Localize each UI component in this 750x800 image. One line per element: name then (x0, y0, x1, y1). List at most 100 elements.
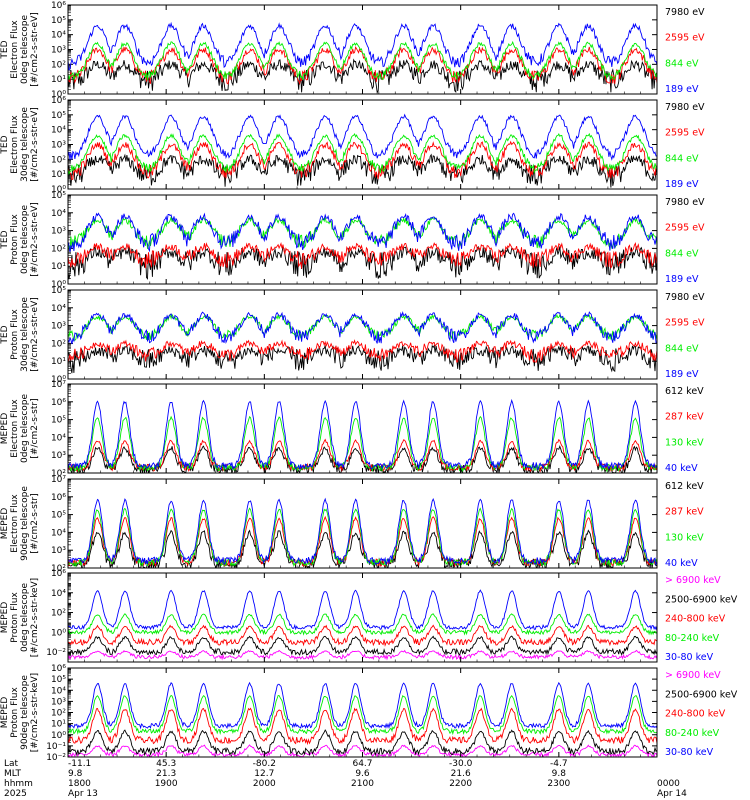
legend-entry: 7980 eV (665, 292, 705, 303)
series-line-blue (68, 113, 657, 161)
series-line-black (68, 58, 657, 94)
legend-entry: 844 eV (665, 58, 699, 69)
y-tick-label: 10² (51, 155, 66, 165)
series-line-green (68, 694, 657, 736)
panel-frame (67, 99, 658, 190)
y-tick-label: 10² (51, 469, 66, 479)
legend-entry: 40 keV (665, 463, 698, 474)
y-tick-label: 10³ (51, 697, 66, 707)
y-tick-label: 10⁵ (51, 286, 66, 296)
time-axis-mlt-value: 21.3 (156, 769, 176, 779)
series-group (68, 21, 657, 94)
y-axis-label-line: Proton Flux (10, 214, 20, 265)
legend-entry: 2595 eV (665, 223, 705, 234)
time-axis-lat-value: -11.1 (68, 759, 91, 769)
y-axis-label-line: TED (0, 135, 10, 154)
y-axis-label: TEDElectron Flux0deg telescope[#/cm2-s-s… (0, 12, 40, 87)
legend-entry: 80-240 keV (665, 633, 720, 644)
time-axis-mlt-value: 9.8 (68, 769, 83, 779)
y-axis-label-line: Proton Flux (10, 592, 20, 643)
series-line-green (68, 40, 657, 81)
y-tick-label: 10⁵ (51, 111, 66, 121)
y-axis-label-line: 30deg telescope (20, 107, 30, 182)
legend-entry: 240-800 keV (665, 614, 726, 625)
y-axis-label-line: 90deg telescope (20, 675, 30, 750)
y-axis-label-line: [#/cm2-s-str-keV] (30, 673, 40, 752)
y-tick-label: 10⁰ (51, 185, 66, 195)
series-line-green (68, 613, 657, 636)
series-group (68, 212, 657, 280)
y-axis-label-line: [#/cm2-s-str-eV] (30, 202, 40, 277)
y-tick-label: 10⁰ (51, 731, 66, 741)
legend-entry: 844 eV (665, 343, 699, 354)
series-line-red (68, 339, 657, 363)
y-tick-label: 10² (51, 339, 66, 349)
legend-entry: 30-80 keV (665, 747, 714, 758)
legend-entry: 2500-6900 keV (665, 594, 738, 605)
y-axis-label-line: TED (0, 40, 10, 59)
y-tick-label: 10¹ (51, 357, 66, 367)
legend-entry: 2595 eV (665, 128, 705, 139)
y-tick-label: 10² (51, 709, 66, 719)
y-tick-label: 10³ (51, 141, 66, 151)
y-axis-label-line: MEPED (0, 508, 10, 540)
time-axis-date-value: Apr 14 (657, 789, 687, 799)
y-axis-label-line: 30deg telescope (20, 297, 30, 372)
series-line-red (68, 242, 657, 269)
y-axis-label-line: Electron Flux (10, 115, 20, 174)
legend-entry: 2500-6900 keV (665, 689, 738, 700)
y-tick-label: 10⁷ (51, 380, 66, 390)
y-axis-label: MEPEDElectron Flux90deg telescope[#/cm2-… (0, 486, 40, 561)
legend-entry: > 6900 keV (665, 670, 721, 681)
y-tick-label: 10⁻¹ (46, 742, 66, 752)
y-tick-label: 10⁻² (46, 753, 66, 763)
time-axis-hhmm-value: 2100 (351, 779, 374, 789)
y-tick-label: 10³ (51, 451, 66, 461)
y-axis-label-line: 0deg telescope (20, 205, 30, 275)
series-line-red (68, 624, 657, 647)
y-tick-label: 10⁰ (51, 280, 66, 290)
y-tick-label: 10¹ (51, 720, 66, 730)
legend-entry: 189 eV (665, 84, 699, 95)
y-tick-label: 10⁴ (51, 209, 66, 219)
time-axis-hhmm-value: 1800 (68, 779, 91, 789)
y-tick-label: 10² (51, 244, 66, 254)
series-group (68, 113, 657, 188)
legend-entry: 612 keV (665, 386, 704, 397)
series-line-red (68, 438, 657, 473)
y-axis-label-line: 90deg telescope (20, 486, 30, 561)
series-line-green (68, 415, 657, 473)
y-tick-label: 10² (51, 609, 66, 619)
series-line-blue (68, 398, 657, 471)
series-line-green (68, 132, 657, 176)
time-axis-date-value: Apr 13 (68, 789, 98, 799)
legend-entry: 189 eV (665, 369, 699, 380)
legend-entry: 287 keV (665, 412, 704, 423)
y-tick-label: 10⁻² (46, 648, 66, 658)
flux-panel-2: 10⁰ 10¹ 10² 10³ 10⁴ 10⁵ 10⁶ TEDElectron Flux30d… (0, 96, 705, 195)
flux-panel-3: 10⁰ 10¹ 10² 10³ 10⁴ 10⁵ TEDProton Flux0deg tel… (0, 191, 705, 290)
flux-panel-5: 10² 10³ 10⁴ 10⁵ 10⁶ 10⁷ MEPEDElectron Flux0deg… (0, 380, 704, 479)
y-tick-label: 10⁴ (51, 126, 66, 136)
y-tick-label: 10⁶ (51, 569, 66, 579)
y-axis-label-line: MEPED (0, 413, 10, 445)
time-axis-mlt-value: 9.8 (552, 769, 567, 779)
series-line-blue (68, 589, 657, 631)
y-tick-label: 10⁶ (51, 398, 66, 408)
series-line-black (68, 729, 657, 757)
y-axis-label-line: [#/cm2-s-str-eV] (30, 107, 40, 182)
y-tick-label: 10⁰ (51, 90, 66, 100)
legend-entry: 7980 eV (665, 7, 705, 18)
legend-entry: 30-80 keV (665, 652, 714, 663)
time-axis-lat-value: -30.0 (449, 759, 473, 769)
series-line-black (68, 245, 657, 280)
y-tick-label: 10⁷ (51, 475, 66, 485)
y-axis-label-line: MEPED (0, 602, 10, 634)
y-tick-label: 10¹ (51, 262, 66, 272)
legend-entry: > 6900 keV (665, 575, 721, 586)
time-axis-hhmm-value: 2300 (547, 779, 570, 789)
time-axis-hhmm-value: 1900 (155, 779, 178, 789)
